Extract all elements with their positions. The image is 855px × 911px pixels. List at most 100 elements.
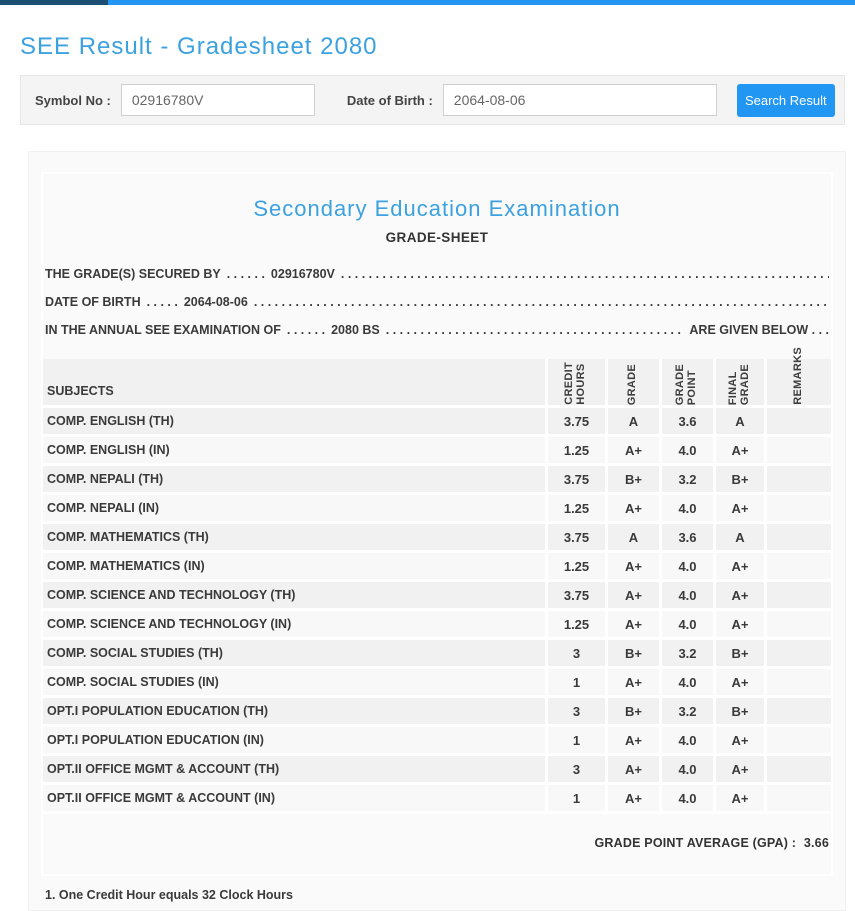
remarks-cell [764,408,831,434]
table-body: COMP. ENGLISH (TH) 3.75 A 3.6 A COMP. ENGLISH… [43,405,831,814]
remarks-cell [764,669,831,695]
gpa-summary: GRADE POINT AVERAGE (GPA) : 3.66 [43,836,831,850]
grade-cell: A+ [605,495,659,521]
grade-point-cell: 4.0 [659,756,713,782]
remarks-cell [764,756,831,782]
grade-point-cell: 4.0 [659,785,713,811]
remarks-column-header: REMARKS [764,347,831,405]
grade-cell: B+ [605,640,659,666]
grade-point-cell: 3.6 [659,408,713,434]
credit-hours-cell: 3.75 [545,524,605,550]
grade-column-header: GRADE [605,359,659,405]
grade-point-column-header: GRADE POINT [659,359,713,405]
subject-cell: COMP. NEPALI (TH) [47,472,164,486]
credit-hours-cell: 1 [545,785,605,811]
final-grade-cell: A+ [713,785,764,811]
final-grade-cell: A+ [713,611,764,637]
grade-point-cell: 4.0 [659,495,713,521]
subject-cell: COMP. MATHEMATICS (IN) [47,559,205,573]
subject-cell: COMP. SOCIAL STUDIES (TH) [47,646,223,660]
search-result-button[interactable]: Search Result [736,83,835,117]
date-of-birth-input[interactable] [442,84,717,116]
final-grade-cell: A [713,524,764,550]
symbol-no-input[interactable] [120,84,315,116]
credit-hours-cell: 1 [545,727,605,753]
gpa-label: GRADE POINT AVERAGE (GPA) : [594,836,797,850]
student-info-lines: THE GRADE(S) SECURED BY. . . . . . 029167… [43,267,831,339]
result-card: Secondary Education Examination GRADE-SH… [28,151,846,911]
gpa-value: 3.66 [803,836,829,850]
grade-cell: A+ [605,669,659,695]
grade-cell: A+ [605,437,659,463]
subject-cell: COMP. SOCIAL STUDIES (IN) [47,675,219,689]
subject-cell: COMP. ENGLISH (IN) [47,443,170,457]
symbol-no-label: Symbol No : [35,92,111,108]
top-accent-bar-left-segment [0,0,108,5]
subject-cell: OPT.II OFFICE MGMT & ACCOUNT (IN) [47,791,275,805]
table-row: COMP. MATHEMATICS (TH) 3.75 A 3.6 A [43,521,831,550]
remarks-cell [764,698,831,724]
remarks-cell [764,553,831,579]
table-header-row: SUBJECTS CREDIT HOURS GRADE GRADE POINT … [43,347,831,405]
remarks-cell [764,785,831,811]
final-grade-column-header: FINAL GRADE [713,359,764,405]
grade-cell: A [605,524,659,550]
table-row: COMP. SCIENCE AND TECHNOLOGY (IN) 1.25 A+ 4… [43,608,831,637]
info-line: DATE OF BIRTH. . . . . 2064-08-06. . . . … [45,295,829,309]
table-row: COMP. ENGLISH (IN) 1.25 A+ 4.0 A+ [43,434,831,463]
grade-point-cell: 3.2 [659,698,713,724]
grade-point-cell: 4.0 [659,611,713,637]
table-row: COMP. SOCIAL STUDIES (TH) 3 B+ 3.2 B+ [43,637,831,666]
grade-cell: A+ [605,611,659,637]
table-row: COMP. SOCIAL STUDIES (IN) 1 A+ 4.0 A+ [43,666,831,695]
subject-cell: OPT.II OFFICE MGMT & ACCOUNT (TH) [47,762,280,776]
examination-title: Secondary Education Examination [253,196,621,221]
grade-point-cell: 4.0 [659,727,713,753]
date-of-birth-label: Date of Birth : [346,92,433,108]
grade-point-cell: 4.0 [659,669,713,695]
subjects-column-header: SUBJECTS [47,384,114,398]
final-grade-cell: A+ [713,727,764,753]
credit-hours-cell: 3 [545,640,605,666]
subject-cell: COMP. ENGLISH (TH) [47,414,174,428]
remarks-cell [764,611,831,637]
final-grade-cell: A [713,408,764,434]
credit-hours-cell: 3 [545,698,605,724]
grade-point-cell: 4.0 [659,582,713,608]
search-form: Symbol No : Date of Birth : Search Resul… [20,75,845,125]
grade-point-cell: 3.2 [659,640,713,666]
credit-hours-cell: 1.25 [545,437,605,463]
credit-hours-cell: 1.25 [545,553,605,579]
table-row: COMP. SCIENCE AND TECHNOLOGY (TH) 3.75 A+ 4… [43,579,831,608]
grade-cell: B+ [605,466,659,492]
final-grade-cell: A+ [713,495,764,521]
table-row: COMP. NEPALI (TH) 3.75 B+ 3.2 B+ [43,463,831,492]
table-row: OPT.II OFFICE MGMT & ACCOUNT (IN) 1 A+ 4.0 A… [43,782,831,814]
final-grade-cell: A+ [713,669,764,695]
subject-cell: OPT.I POPULATION EDUCATION (IN) [47,733,264,747]
credit-hours-cell: 1 [545,669,605,695]
remarks-cell [764,727,831,753]
remarks-cell [764,524,831,550]
gradesheet-subtitle: GRADE-SHEET [385,230,489,245]
remarks-cell [764,466,831,492]
credit-hours-cell: 1.25 [545,495,605,521]
table-row: OPT.I POPULATION EDUCATION (IN) 1 A+ 4.0 A+ [43,724,831,753]
grades-table: SUBJECTS CREDIT HOURS GRADE GRADE POINT … [43,347,831,814]
grade-cell: A+ [605,727,659,753]
table-row: OPT.II OFFICE MGMT & ACCOUNT (TH) 3 A+ 4.0 A… [43,753,831,782]
grade-cell: A+ [605,756,659,782]
final-grade-cell: A+ [713,756,764,782]
subject-cell: COMP. SCIENCE AND TECHNOLOGY (IN) [47,617,292,631]
subject-cell: OPT.I POPULATION EDUCATION (TH) [47,704,269,718]
top-accent-bar [0,0,855,5]
credit-hour-footnote: 1. One Credit Hour equals 32 Clock Hours [45,888,293,902]
credit-hours-cell: 3.75 [545,466,605,492]
final-grade-cell: A+ [713,582,764,608]
grade-point-cell: 3.6 [659,524,713,550]
final-grade-cell: B+ [713,698,764,724]
final-grade-cell: B+ [713,640,764,666]
subject-cell: COMP. SCIENCE AND TECHNOLOGY (TH) [47,588,296,602]
grade-point-cell: 4.0 [659,553,713,579]
grade-cell: A+ [605,785,659,811]
